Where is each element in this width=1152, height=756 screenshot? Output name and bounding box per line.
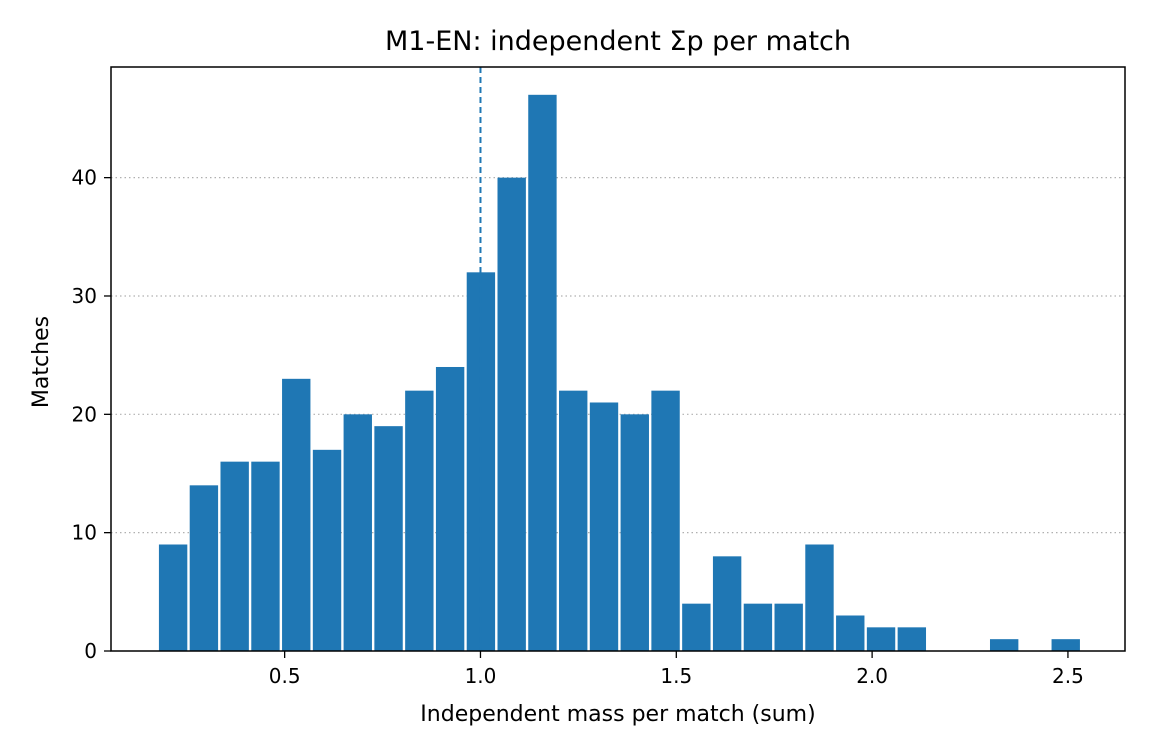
bar-15 <box>620 414 649 651</box>
bar-12 <box>528 94 557 652</box>
x-tick-label-2: 1.5 <box>660 664 692 688</box>
bar-21 <box>805 544 834 651</box>
x-tick-label-0: 0.5 <box>269 664 301 688</box>
y-axis-label: Matches <box>29 316 54 408</box>
bar-9 <box>435 366 465 651</box>
bar-29 <box>1051 639 1080 651</box>
y-axis-ticks: 0 10 20 30 40 <box>72 166 111 663</box>
bar-27 <box>989 639 1019 651</box>
x-axis-ticks: 0.5 1.0 1.5 2.0 2.5 <box>269 651 1084 688</box>
plot-frame <box>110 66 1126 652</box>
bar-8 <box>405 390 434 651</box>
bar-17 <box>682 603 711 651</box>
y-tick-label-3: 30 <box>72 284 97 308</box>
bar-14 <box>589 402 619 651</box>
bar-7 <box>374 426 403 651</box>
x-tick-label-3: 2.0 <box>856 664 888 688</box>
bar-11 <box>497 177 526 651</box>
bar-16 <box>651 390 680 651</box>
bar-18 <box>712 556 742 651</box>
bar-23 <box>866 627 896 651</box>
bar-6 <box>343 414 372 651</box>
y-tick-label-1: 10 <box>72 521 97 545</box>
bar-4 <box>282 378 311 651</box>
x-tick-label-4: 2.5 <box>1052 664 1084 688</box>
bar-19 <box>743 603 773 651</box>
bar-13 <box>559 390 588 651</box>
chart-title: M1-EN: independent Σp per match <box>385 26 851 57</box>
x-tick-label-1: 1.0 <box>465 664 497 688</box>
bar-2 <box>220 461 249 651</box>
bars-group <box>158 94 1080 652</box>
bar-20 <box>774 603 803 651</box>
bar-1 <box>189 485 219 651</box>
bar-0 <box>158 544 188 651</box>
y-tick-label-0: 0 <box>84 639 97 663</box>
bar-5 <box>312 449 342 651</box>
bar-22 <box>836 615 865 651</box>
bar-24 <box>897 627 927 651</box>
x-axis-label: Independent mass per match (sum) <box>420 702 815 727</box>
y-tick-label-2: 20 <box>72 402 97 426</box>
y-tick-label-4: 40 <box>72 166 97 190</box>
bar-3 <box>251 461 280 651</box>
